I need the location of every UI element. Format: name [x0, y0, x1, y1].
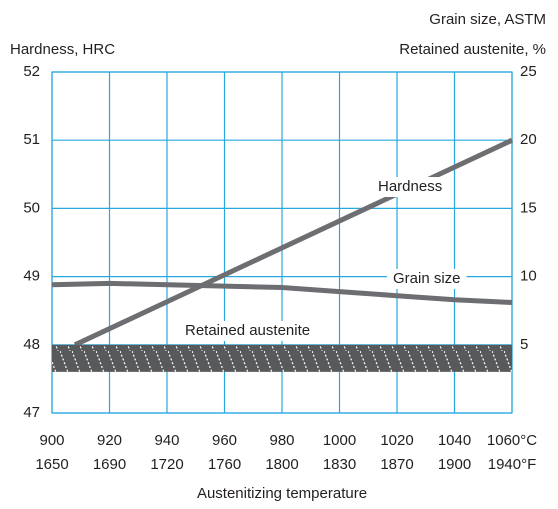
y-tick-label: 52: [23, 63, 40, 80]
x-tick-label: 1020: [380, 432, 413, 449]
x-tick-label: 1060°C: [487, 432, 537, 449]
label-bg: [387, 269, 467, 289]
x2-tick-label: 1690: [93, 456, 126, 473]
y2-axis-title: Grain size, ASTM: [429, 11, 546, 28]
x2-tick-label: 1760: [208, 456, 241, 473]
y-tick-label: 51: [23, 131, 40, 148]
x-tick-label: 960: [212, 432, 237, 449]
series-label: Hardness: [378, 178, 442, 195]
label-bg: [179, 321, 317, 341]
y-axis-title: Hardness, HRC: [10, 41, 115, 58]
x-axis-title: Austenitizing temperature: [197, 485, 367, 502]
x2-tick-label: 1900: [438, 456, 471, 473]
x-tick-label: 900: [39, 432, 64, 449]
y-tick-label: 48: [23, 336, 40, 353]
x-tick-label: 920: [97, 432, 122, 449]
x-tick-label: 980: [269, 432, 294, 449]
x-tick-label: 1040: [438, 432, 471, 449]
x-tick-label: 940: [154, 432, 179, 449]
label-bg: [372, 177, 449, 197]
y2-tick-label: 5: [520, 336, 528, 353]
y-tick-label: 49: [23, 268, 40, 285]
series-line: [73, 137, 514, 348]
y2-tick-label: 15: [520, 199, 537, 216]
x-tick-label: 1000: [323, 432, 356, 449]
y2-tick-label: 25: [520, 63, 537, 80]
x2-tick-label: 1940°F: [488, 456, 537, 473]
x2-tick-label: 1800: [265, 456, 298, 473]
series-label: Retained austenite: [185, 322, 310, 339]
x2-tick-label: 1830: [323, 456, 356, 473]
y2-axis-title: Retained austenite, %: [399, 41, 546, 58]
y-tick-label: 47: [23, 404, 40, 421]
y2-tick-label: 10: [520, 268, 537, 285]
x2-tick-label: 1720: [150, 456, 183, 473]
y2-tick-label: 20: [520, 131, 537, 148]
series-label: Grain size: [393, 270, 461, 287]
x2-tick-label: 1650: [35, 456, 68, 473]
y-tick-label: 50: [23, 199, 40, 216]
series-line: [51, 280, 513, 305]
x2-tick-label: 1870: [380, 456, 413, 473]
